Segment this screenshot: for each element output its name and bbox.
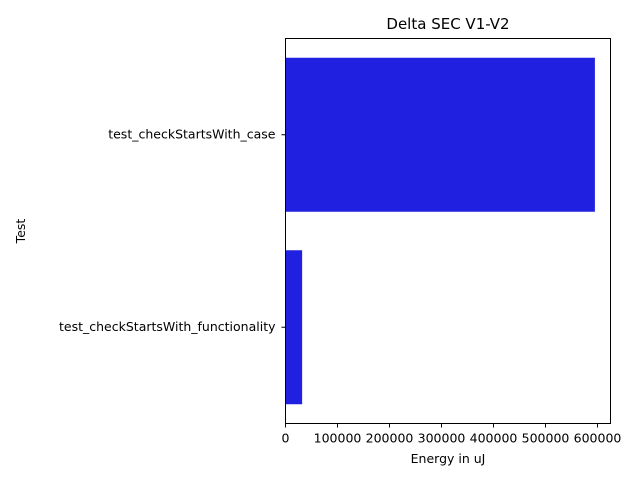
bars-group xyxy=(285,57,595,405)
x-tick-label: 100000 xyxy=(314,431,362,446)
chart-title: Delta SEC V1-V2 xyxy=(386,15,509,33)
x-tick-label: 200000 xyxy=(366,431,414,446)
x-tick-label: 300000 xyxy=(418,431,466,446)
bar-2 xyxy=(285,250,303,405)
y-tick-label: test_checkStartsWith_case xyxy=(108,126,276,141)
x-tick-label: 600000 xyxy=(574,431,622,446)
y-axis-ticks: test_checkStartsWith_case test_checkStart… xyxy=(59,126,286,334)
x-tick-label: 500000 xyxy=(522,431,570,446)
plot-frame xyxy=(285,38,611,424)
y-axis-label: Test xyxy=(13,219,28,245)
x-tick-label: 400000 xyxy=(470,431,518,446)
bar-1 xyxy=(285,57,595,212)
x-tick-label: 0 xyxy=(282,431,290,446)
x-axis-label: Energy in uJ xyxy=(411,451,486,466)
x-axis-ticks: 0 100000 200000 300000 400000 500000 600000 xyxy=(282,423,622,446)
y-tick-label: test_checkStartsWith_functionality xyxy=(59,319,276,334)
